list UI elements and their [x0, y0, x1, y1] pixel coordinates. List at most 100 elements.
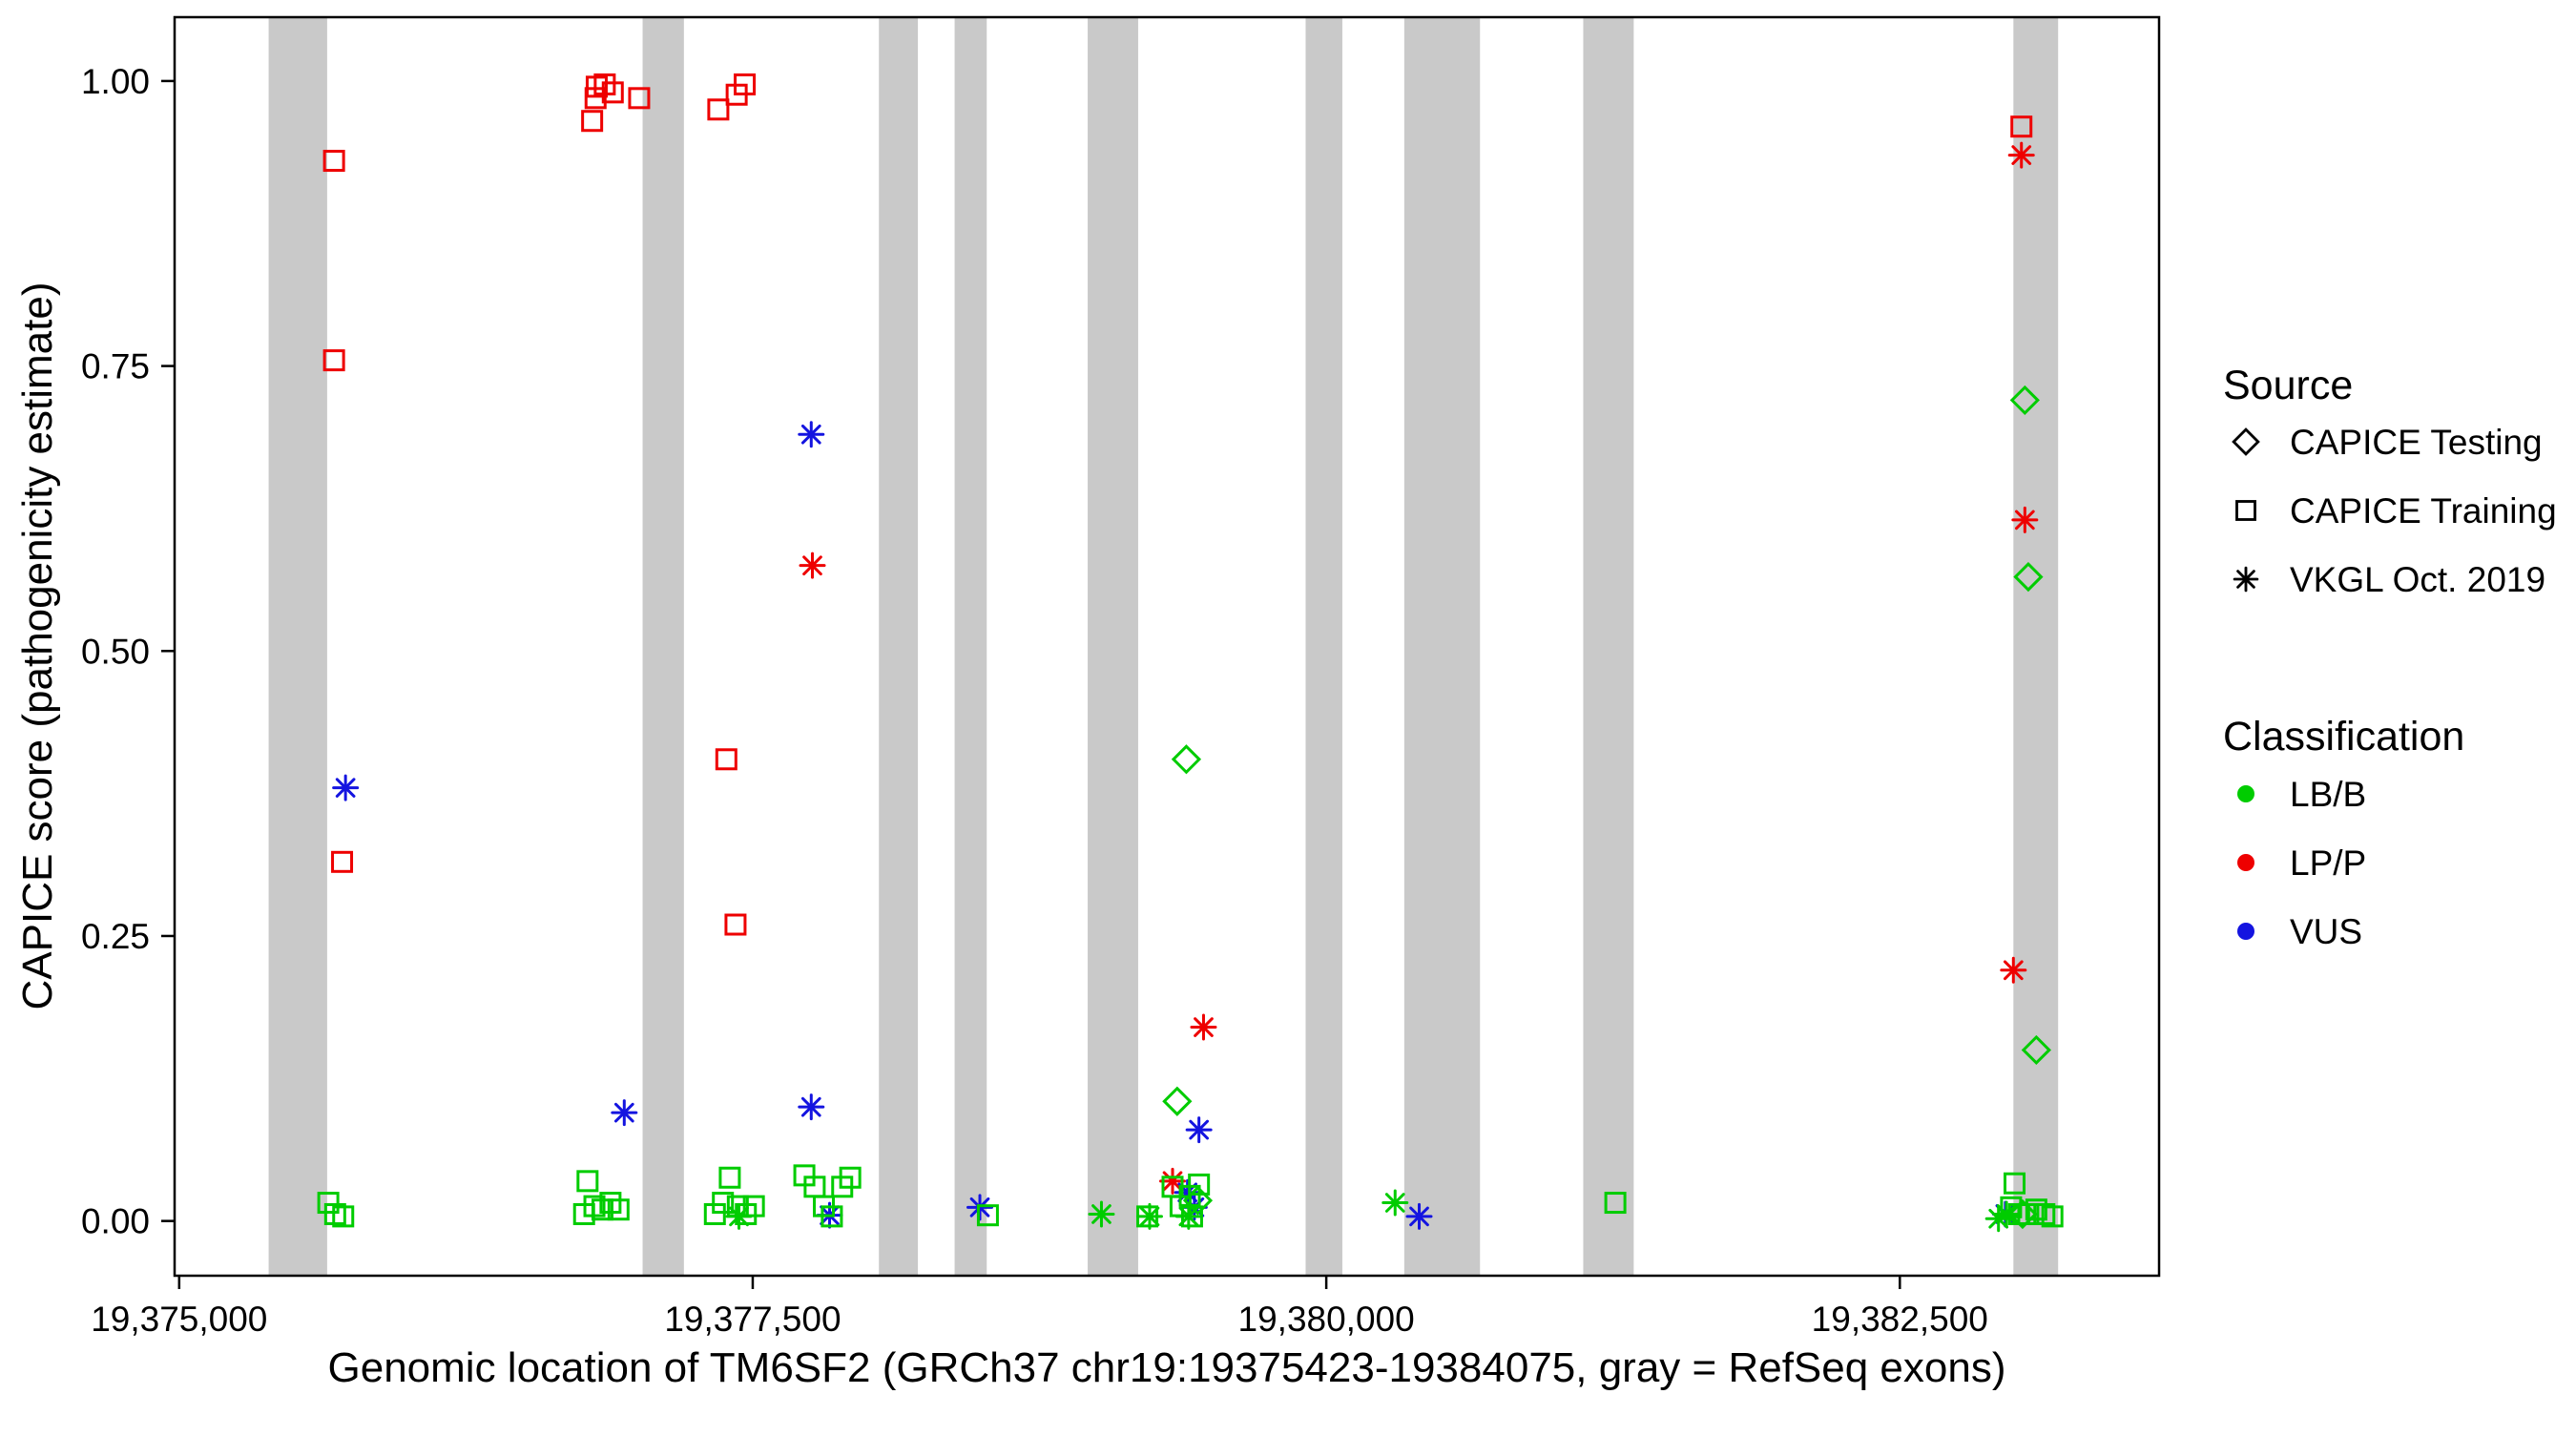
- y-tick-label: 0.75: [81, 347, 150, 386]
- data-point: [798, 1093, 825, 1121]
- legend-key-dot: [2237, 785, 2254, 802]
- data-point: [607, 1198, 630, 1221]
- data-point: [821, 1205, 843, 1228]
- data-point: [1381, 1189, 1409, 1217]
- legend-key-dot: [2237, 854, 2254, 871]
- data-point: [1190, 1013, 1217, 1041]
- data-point: [2007, 1198, 2038, 1230]
- exon-bar: [1583, 17, 1634, 1276]
- legend-item-label: CAPICE Training: [2290, 491, 2557, 531]
- data-point: [1604, 1192, 1627, 1215]
- legend: Source CAPICE Testing CAPICE Training VKGL …: [2223, 363, 2557, 951]
- exon-bars-layer: [268, 17, 2059, 1276]
- data-point: [2009, 385, 2040, 416]
- data-point: [1162, 1086, 1193, 1116]
- data-point: [1135, 1202, 1163, 1230]
- data-point: [593, 73, 616, 95]
- data-point: [2025, 1198, 2047, 1221]
- data-point: [976, 1204, 999, 1227]
- legend-item-label: VUS: [2290, 912, 2362, 951]
- data-point: [715, 748, 737, 771]
- data-point: [628, 87, 651, 110]
- data-point: [725, 1202, 753, 1230]
- data-point: [323, 1202, 346, 1225]
- y-tick-label: 0.00: [81, 1202, 150, 1241]
- data-point: [591, 1198, 613, 1221]
- legend-item-label: CAPICE Testing: [2290, 423, 2543, 462]
- legend-classification-title: Classification: [2223, 714, 2464, 760]
- exon-bar: [642, 17, 684, 1276]
- data-point: [703, 1202, 726, 1225]
- data-point: [2033, 1202, 2056, 1225]
- x-tick-label: 19,375,000: [91, 1300, 267, 1339]
- legend-key-square: [2235, 500, 2256, 521]
- y-tick-label: 1.00: [81, 62, 150, 101]
- data-points-layer: [317, 73, 2064, 1233]
- data-point: [2004, 1172, 2026, 1195]
- data-point: [1088, 1200, 1115, 1228]
- y-tick-label: 0.25: [81, 917, 150, 956]
- data-point: [599, 1192, 622, 1215]
- data-point: [966, 1194, 994, 1221]
- data-point: [581, 110, 604, 133]
- data-point: [1159, 1167, 1187, 1195]
- data-point: [332, 774, 360, 801]
- data-point: [1174, 1202, 1202, 1230]
- data-point: [2000, 956, 2027, 984]
- x-axis-title: Genomic location of TM6SF2 (GRCh37 chr19…: [328, 1344, 2006, 1391]
- data-point: [576, 1170, 599, 1193]
- data-point: [734, 73, 757, 95]
- exon-bar: [879, 17, 919, 1276]
- data-point: [718, 1166, 741, 1189]
- data-point: [331, 850, 354, 873]
- legend-source-title: Source: [2223, 363, 2353, 408]
- data-point: [2011, 506, 2039, 533]
- data-point: [611, 1099, 638, 1127]
- legend-item-label: LP/P: [2290, 843, 2366, 883]
- panel-border: [173, 15, 2161, 1278]
- data-point: [2021, 1034, 2051, 1066]
- data-point: [742, 1195, 765, 1217]
- data-point: [1171, 744, 1202, 775]
- data-point: [1188, 1173, 1211, 1196]
- data-point: [712, 1192, 735, 1215]
- x-tick-label: 19,382,500: [1812, 1300, 1988, 1339]
- legend-key-diamond: [2232, 427, 2260, 456]
- x-tick-label: 19,380,000: [1238, 1300, 1415, 1339]
- data-point: [1993, 1200, 2021, 1228]
- legend-item-label: LB/B: [2290, 775, 2366, 814]
- legend-key-asterisk: [2233, 566, 2259, 593]
- data-point: [799, 552, 826, 579]
- y-tick-label: 0.50: [81, 632, 150, 671]
- data-point: [724, 913, 747, 936]
- exon-bar: [268, 17, 327, 1276]
- data-point: [707, 98, 730, 121]
- legend-item-label: VKGL Oct. 2019: [2290, 560, 2545, 599]
- exon-bar: [1088, 17, 1138, 1276]
- axes-layer: 19,375,000 19,377,500 19,380,000 19,382,500…: [81, 62, 1988, 1339]
- exon-bar: [1403, 17, 1481, 1276]
- legend-key-dot: [2237, 923, 2254, 940]
- data-point: [322, 150, 345, 173]
- data-point: [317, 1192, 340, 1215]
- exon-bar: [1305, 17, 1342, 1276]
- data-point: [332, 1205, 355, 1228]
- y-axis-title: CAPICE score (pathogenicity estimate): [14, 282, 61, 1010]
- exon-bar: [954, 17, 987, 1276]
- data-point: [583, 1195, 606, 1217]
- x-tick-label: 19,377,500: [664, 1300, 841, 1339]
- data-point: [601, 81, 624, 104]
- data-point: [839, 1166, 862, 1189]
- data-point: [1405, 1202, 1433, 1230]
- data-point: [2013, 561, 2044, 593]
- data-point: [2007, 141, 2035, 169]
- data-point: [2041, 1205, 2064, 1228]
- data-point: [798, 421, 825, 448]
- data-point: [585, 75, 608, 98]
- data-point: [322, 349, 345, 372]
- data-point: [1185, 1116, 1213, 1144]
- exon-bar: [2013, 17, 2059, 1276]
- data-point: [2010, 115, 2033, 138]
